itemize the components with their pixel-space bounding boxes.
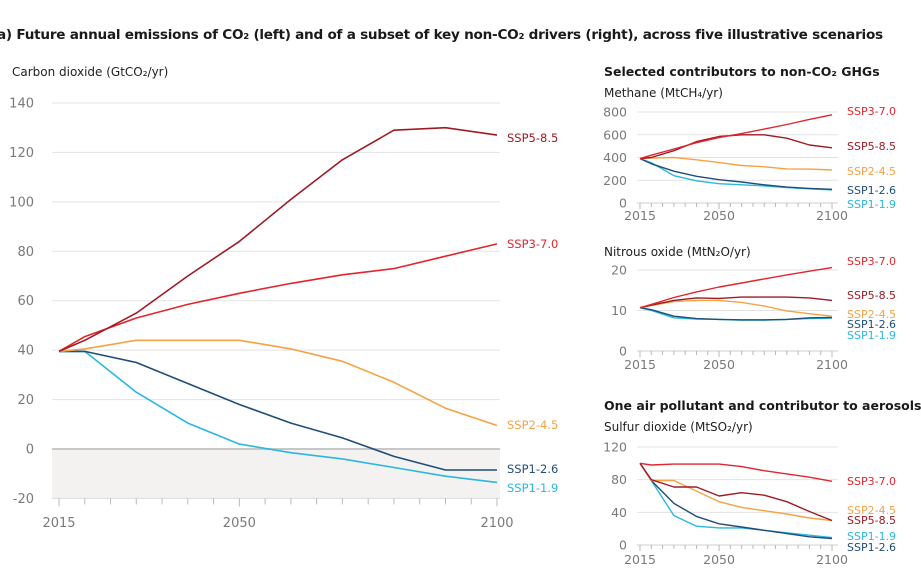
aerosol-section-header: One air pollutant and contributor to aer… [604, 398, 921, 413]
legend-label-ssp5-8-5: SSP5-8.5 [847, 140, 896, 153]
series-line-ssp2-4-5 [639, 156, 833, 171]
legend-label-ssp2-4-5: SSP2-4.5 [847, 504, 896, 517]
series-line-ssp2-4-5 [639, 299, 833, 317]
legend-label-ssp5-8-5: SSP5-8.5 [847, 289, 896, 302]
legend-label-ssp3-7-0: SSP3-7.0 [847, 475, 896, 488]
methane-axis-title: Methane (MtCH₄/yr) [604, 86, 723, 100]
legend-label-ssp1-2-6: SSP1-2.6 [507, 462, 558, 476]
series-line-ssp3-7-0 [58, 243, 498, 353]
y-tick-label: 100 [9, 195, 34, 210]
y-tick-label: -20 [13, 492, 34, 507]
x-tick-label: 2050 [703, 552, 735, 567]
co2-axis-title: Carbon dioxide (GtCO₂/yr) [12, 65, 168, 79]
series-line-ssp1-1-9 [59, 350, 498, 484]
y-tick-label: 800 [603, 105, 627, 120]
series-line-ssp1-1-9 [639, 462, 833, 539]
legend-label-ssp2-4-5: SSP2-4.5 [847, 308, 896, 321]
legend-label-ssp5-8-5: SSP5-8.5 [507, 131, 558, 145]
x-tick-label: 2050 [703, 357, 735, 372]
y-tick-label: 0 [26, 443, 34, 458]
series-line-ssp5-8-5 [639, 296, 833, 309]
x-tick-label: 2015 [624, 552, 656, 567]
y-tick-label: 10 [611, 303, 627, 318]
series-line-ssp1-2-6 [639, 307, 833, 321]
y-tick-label: 120 [603, 440, 627, 455]
figure-title: a) Future annual emissions of CO₂ (left)… [0, 27, 883, 43]
y-tick-label: 80 [17, 245, 34, 260]
y-tick-label: 0 [619, 344, 627, 359]
series-line-ssp3-7-0 [639, 266, 833, 309]
negative-emissions-band [52, 449, 500, 499]
series-line-ssp2-4-5 [58, 339, 498, 427]
legend-label-ssp3-7-0: SSP3-7.0 [507, 237, 558, 251]
x-tick-label: 2100 [816, 552, 848, 567]
x-tick-label: 2015 [624, 208, 656, 223]
y-tick-label: 400 [603, 150, 627, 165]
n2o-chart: Nitrous oxide (MtN₂O/yr) 0 10 20 2015 2050 210… [604, 245, 896, 372]
legend-label-ssp1-1-9: SSP1-1.9 [847, 198, 896, 211]
legend-label-ssp2-4-5: SSP2-4.5 [847, 165, 896, 178]
y-tick-label: 140 [9, 97, 34, 112]
y-tick-label: 200 [603, 173, 627, 188]
y-tick-label: 40 [611, 505, 627, 520]
series-line-ssp1-2-6 [639, 462, 833, 540]
y-tick-label: 0 [619, 196, 627, 211]
x-tick-label: 2100 [480, 516, 513, 531]
y-tick-label: 20 [17, 393, 34, 408]
ghg-section-header: Selected contributors to non-CO₂ GHGs [604, 64, 880, 79]
legend-label-ssp1-2-6: SSP1-2.6 [847, 184, 896, 197]
y-tick-label: 600 [603, 127, 627, 142]
legend-label-ssp3-7-0: SSP3-7.0 [847, 105, 896, 118]
legend-label-ssp1-2-6: SSP1-2.6 [847, 318, 896, 331]
y-tick-label: 60 [17, 294, 34, 309]
legend-label-ssp1-1-9: SSP1-1.9 [847, 530, 896, 543]
legend-label-ssp1-1-9: SSP1-1.9 [507, 481, 558, 495]
so2-axis-title: Sulfur dioxide (MtSO₂/yr) [604, 420, 753, 434]
series-line-ssp1-2-6 [59, 350, 497, 471]
y-tick-label: 80 [611, 472, 627, 487]
series-line-ssp1-2-6 [639, 157, 833, 190]
x-tick-label: 2050 [223, 516, 256, 531]
x-tick-label: 2015 [42, 516, 75, 531]
series-line-ssp3-7-0 [639, 462, 833, 482]
legend-label-ssp1-1-9: SSP1-1.9 [847, 329, 896, 342]
series-line-ssp1-1-9 [639, 157, 833, 191]
legend-label-ssp1-2-6: SSP1-2.6 [847, 541, 896, 554]
legend-label-ssp5-8-5: SSP5-8.5 [847, 514, 896, 527]
series-line-ssp3-7-0 [639, 114, 833, 160]
x-tick-label: 2100 [816, 357, 848, 372]
n2o-axis-title: Nitrous oxide (MtN₂O/yr) [604, 245, 751, 259]
x-tick-label: 2050 [703, 208, 735, 223]
y-tick-label: 40 [17, 344, 34, 359]
legend-label-ssp3-7-0: SSP3-7.0 [847, 255, 896, 268]
y-tick-label: 120 [9, 146, 34, 161]
series-line-ssp5-8-5 [58, 126, 498, 353]
methane-chart: Methane (MtCH₄/yr) 0 200 400 600 800 2015 2050 2… [603, 86, 896, 223]
series-line-ssp5-8-5 [639, 134, 833, 160]
y-tick-label: 0 [619, 538, 627, 553]
so2-chart: Sulfur dioxide (MtSO₂/yr) 0 40 80 120 2015 205… [603, 420, 896, 567]
series-line-ssp5-8-5 [639, 462, 833, 522]
co2-chart: Carbon dioxide (GtCO₂/yr) -20 0 20 40 60 80 100… [9, 65, 558, 531]
x-tick-label: 2015 [624, 357, 656, 372]
y-tick-label: 20 [611, 263, 627, 278]
series-line-ssp2-4-5 [639, 462, 833, 522]
x-tick-label: 2100 [816, 208, 848, 223]
legend-label-ssp2-4-5: SSP2-4.5 [507, 418, 558, 432]
